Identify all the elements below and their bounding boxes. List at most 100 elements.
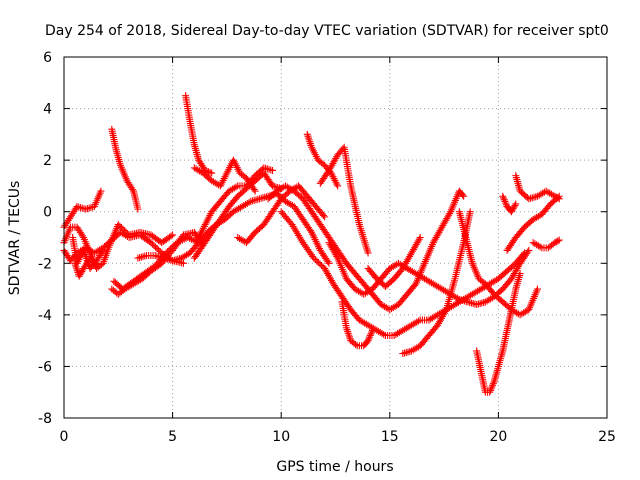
data-point bbox=[344, 329, 352, 337]
data-point bbox=[206, 168, 214, 176]
data-point bbox=[251, 187, 259, 195]
data-point bbox=[365, 335, 373, 343]
data-point bbox=[367, 330, 375, 338]
data-point bbox=[305, 134, 313, 142]
data-point bbox=[366, 331, 374, 339]
data-point bbox=[344, 327, 352, 335]
data-point bbox=[551, 192, 559, 200]
x-tick-label: 10 bbox=[272, 429, 290, 445]
plot-frame bbox=[63, 56, 608, 419]
data-point bbox=[319, 211, 327, 219]
data-point bbox=[499, 194, 507, 202]
x-tick-label: 5 bbox=[168, 429, 177, 445]
data-point bbox=[179, 259, 187, 267]
data-point bbox=[524, 248, 532, 256]
data-point bbox=[165, 246, 173, 254]
series-trace-22 bbox=[364, 234, 424, 290]
data-point bbox=[334, 182, 342, 190]
series-trace-14 bbox=[234, 182, 329, 247]
data-point bbox=[314, 259, 322, 267]
data-point bbox=[208, 169, 216, 177]
series-trace-19 bbox=[325, 239, 533, 309]
data-point bbox=[117, 224, 125, 232]
x-tick-label: 25 bbox=[598, 429, 616, 445]
y-tick-label: 6 bbox=[43, 50, 52, 66]
data-point bbox=[460, 192, 468, 200]
data-point bbox=[232, 183, 240, 191]
data-point bbox=[516, 270, 524, 278]
series-trace-5 bbox=[71, 254, 101, 280]
data-point bbox=[152, 243, 160, 251]
data-point bbox=[311, 256, 319, 264]
series-trace-21 bbox=[342, 187, 468, 314]
data-point bbox=[170, 242, 178, 250]
data-point bbox=[487, 385, 495, 393]
y-tick-label: -4 bbox=[38, 308, 52, 324]
data-point bbox=[501, 197, 509, 205]
data-point bbox=[366, 333, 374, 341]
data-point bbox=[306, 138, 314, 146]
data-point bbox=[78, 268, 86, 276]
data-point bbox=[508, 206, 516, 214]
data-point bbox=[415, 235, 423, 243]
y-tick-label: 0 bbox=[43, 205, 52, 221]
data-point bbox=[316, 260, 324, 268]
data-points bbox=[60, 92, 563, 396]
data-point bbox=[147, 239, 155, 247]
chart-title: Day 254 of 2018, Sidereal Day-to-day VTE… bbox=[45, 23, 609, 39]
series-trace-29 bbox=[499, 192, 520, 216]
data-point bbox=[134, 205, 142, 213]
data-point bbox=[555, 236, 563, 244]
data-point bbox=[555, 195, 563, 203]
data-point bbox=[454, 294, 462, 302]
data-point bbox=[509, 205, 517, 213]
data-point bbox=[446, 209, 454, 217]
data-point bbox=[414, 317, 422, 325]
data-point bbox=[116, 222, 124, 230]
y-tick-label: 4 bbox=[43, 102, 52, 118]
y-tick-label: 2 bbox=[43, 153, 52, 169]
data-point bbox=[305, 136, 313, 144]
data-point bbox=[204, 168, 212, 176]
data-point bbox=[310, 254, 318, 262]
data-point bbox=[164, 247, 172, 255]
data-point bbox=[98, 248, 106, 256]
data-point bbox=[502, 199, 510, 207]
series-trace-18 bbox=[316, 143, 372, 257]
data-point bbox=[500, 196, 508, 204]
data-point bbox=[72, 263, 80, 271]
data-point bbox=[76, 271, 84, 279]
data-point bbox=[489, 380, 497, 388]
data-point bbox=[303, 130, 311, 138]
series-trace-13 bbox=[190, 169, 285, 262]
data-point bbox=[250, 185, 258, 193]
data-point bbox=[313, 257, 321, 265]
data-point bbox=[321, 213, 329, 221]
data-point bbox=[364, 249, 372, 257]
series-trace-28 bbox=[529, 236, 563, 252]
y-axis-label: SDTVAR / TECUs bbox=[7, 181, 23, 296]
series-trace-1 bbox=[60, 187, 105, 231]
data-point bbox=[324, 258, 332, 266]
series-trace-26 bbox=[503, 192, 563, 254]
data-point bbox=[352, 341, 360, 349]
data-point bbox=[486, 388, 494, 396]
y-tick-label: -2 bbox=[38, 256, 52, 272]
data-point bbox=[507, 208, 515, 216]
series-trace-23 bbox=[399, 208, 474, 358]
data-point bbox=[488, 383, 496, 391]
data-point bbox=[486, 386, 494, 394]
data-point bbox=[466, 208, 474, 216]
data-point bbox=[511, 202, 519, 210]
series-trace-11 bbox=[190, 156, 259, 195]
x-tick-label: 20 bbox=[489, 429, 507, 445]
data-point bbox=[552, 238, 560, 246]
data-point bbox=[489, 381, 497, 389]
data-point bbox=[380, 330, 388, 338]
data-point bbox=[416, 234, 424, 241]
data-point bbox=[269, 166, 277, 174]
series-trace-27 bbox=[512, 172, 563, 203]
y-tick-label: -6 bbox=[38, 359, 52, 375]
data-point bbox=[93, 259, 101, 267]
